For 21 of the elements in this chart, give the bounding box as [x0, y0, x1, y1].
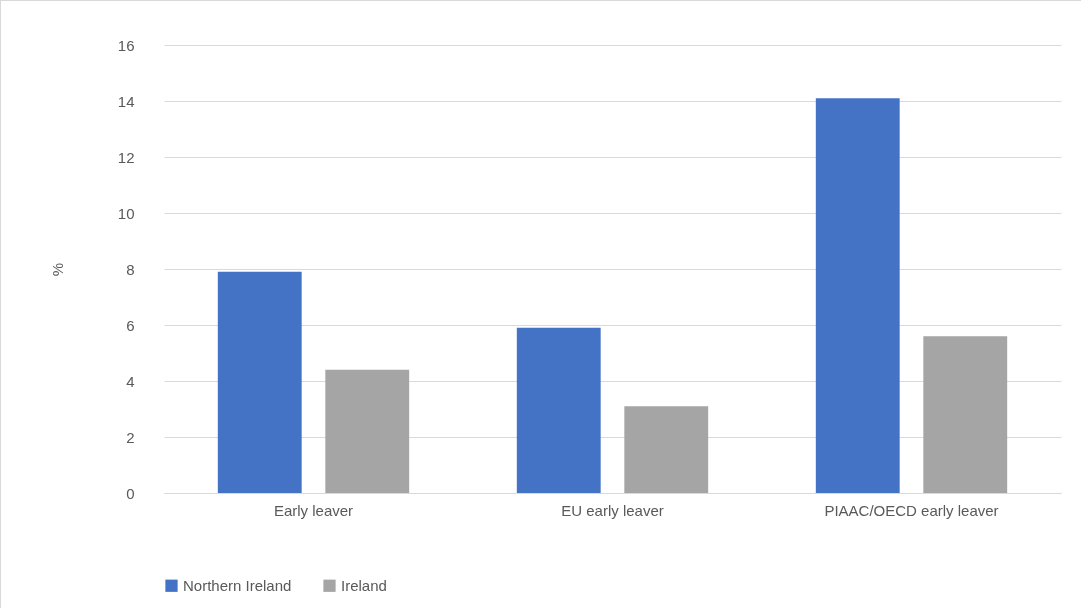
y-tick-label: 10 [117, 204, 135, 222]
bar [217, 271, 302, 493]
x-tick-label: EU early leaver [561, 501, 664, 519]
x-tick-label: PIAAC/OECD early leaver [824, 501, 999, 519]
legend-label: Northern Ireland [183, 576, 292, 594]
y-tick-label: 6 [126, 316, 135, 334]
legend-label: Ireland [341, 576, 387, 594]
bar [516, 327, 601, 493]
y-tick-label: 0 [126, 484, 135, 502]
bar [624, 406, 709, 493]
y-tick-label: 16 [117, 36, 135, 54]
x-tick-label: Early leaver [273, 501, 354, 519]
bar [325, 369, 410, 493]
y-tick-label: 2 [126, 428, 135, 446]
y-axis-title: % [48, 262, 66, 277]
y-tick-label: 4 [126, 372, 135, 390]
bar [923, 336, 1008, 493]
y-tick-label: 12 [117, 148, 135, 166]
bar [815, 98, 900, 493]
y-tick-label: 14 [117, 92, 135, 110]
y-tick-label: 8 [126, 260, 135, 278]
